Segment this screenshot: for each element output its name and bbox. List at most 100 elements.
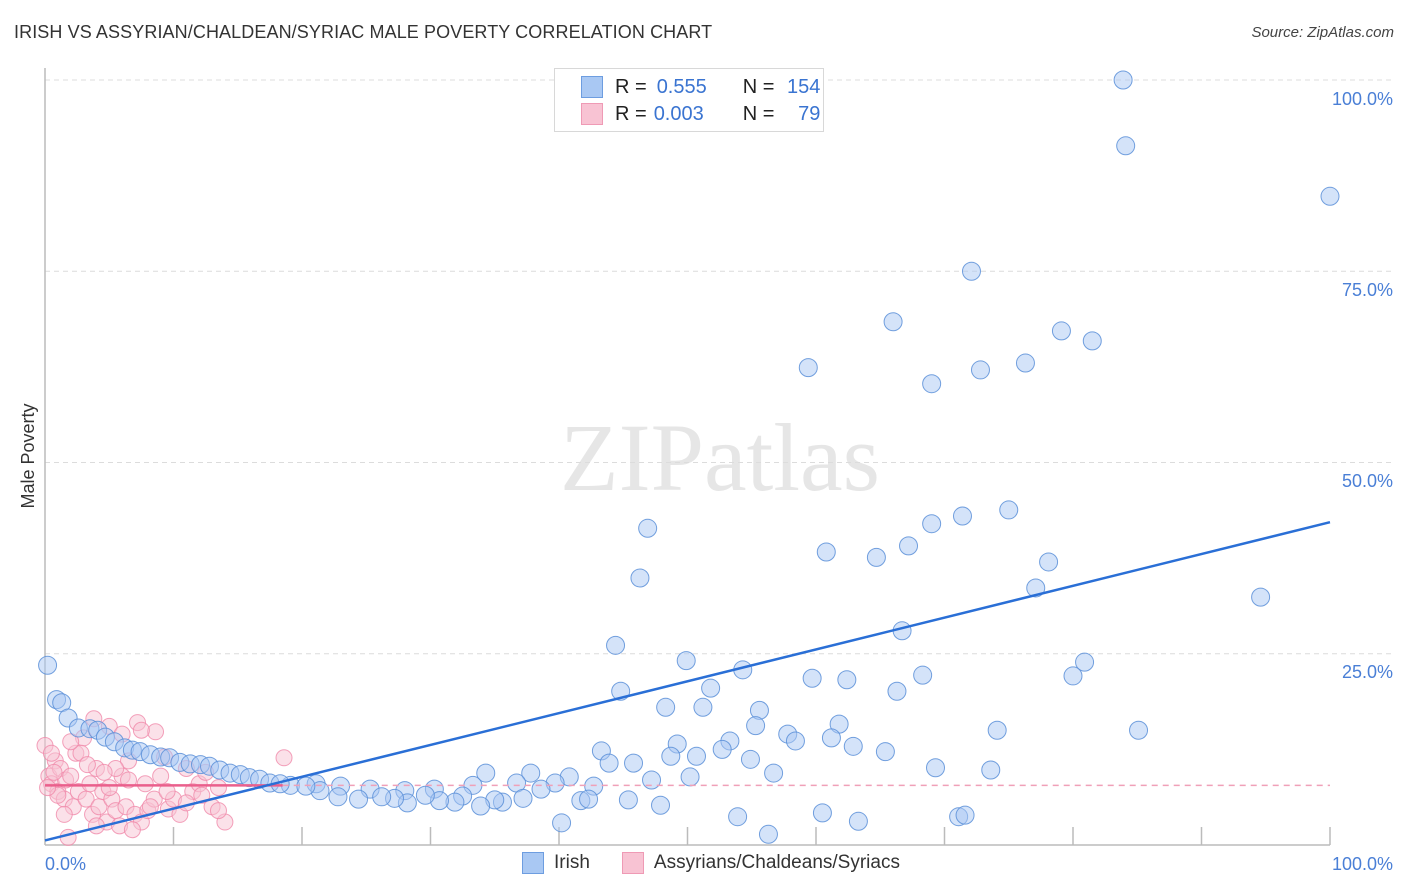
- irish-point: [961, 261, 981, 281]
- n-value: 79: [798, 102, 821, 125]
- y-tick-label-25: 25.0%: [1342, 662, 1393, 682]
- irish-point: [883, 312, 903, 332]
- n-label: N =: [742, 75, 775, 98]
- r-label: R =: [615, 102, 647, 125]
- series-irish-points: [38, 70, 1340, 844]
- irish-point: [981, 760, 1001, 780]
- irish-point: [606, 635, 626, 655]
- assyrian-point: [275, 749, 293, 767]
- irish-point: [1251, 587, 1271, 607]
- irish-point: [843, 736, 863, 756]
- irish-point: [471, 796, 491, 816]
- irish-point: [821, 728, 841, 748]
- assyrian-point: [147, 723, 165, 741]
- irish-point: [656, 697, 676, 717]
- irish-point: [955, 805, 975, 825]
- series-legend: Irish Assyrians/Chaldeans/Syriacs: [522, 852, 900, 874]
- assyrian-point: [100, 779, 118, 797]
- irish-swatch: [522, 852, 544, 874]
- assyrian-point: [55, 805, 73, 823]
- watermark: ZIPatlas: [560, 404, 880, 511]
- assyrian-point: [193, 786, 211, 804]
- assyrian-point: [39, 779, 57, 797]
- irish-point: [1129, 720, 1149, 740]
- irish-point: [328, 787, 348, 807]
- irish-point: [758, 824, 778, 844]
- irish-point: [728, 807, 748, 827]
- irish-point: [802, 668, 822, 688]
- chart-title: IRISH VS ASSYRIAN/CHALDEAN/SYRIAC MALE P…: [14, 22, 713, 42]
- irish-point: [866, 547, 886, 567]
- y-axis-label: Male Poverty: [18, 403, 38, 508]
- irish-point: [476, 763, 496, 783]
- legend-row-irish: R = 0.555 N = 154: [581, 74, 820, 100]
- irish-point: [785, 731, 805, 751]
- irish-point: [599, 753, 619, 773]
- irish-point: [970, 360, 990, 380]
- irish-point: [579, 789, 599, 809]
- y-tick-label-75: 75.0%: [1342, 280, 1393, 300]
- irish-point: [1051, 321, 1071, 341]
- irish-point: [676, 651, 696, 671]
- irish-point: [38, 655, 58, 675]
- x-tick-label-min: 0.0%: [45, 854, 86, 874]
- irish-point: [624, 753, 644, 773]
- irish-trend-line: [44, 520, 1331, 842]
- assyrian-point: [45, 763, 63, 781]
- irish-point: [661, 746, 681, 766]
- irish-point: [1113, 70, 1133, 90]
- trend-lines: [44, 520, 1331, 842]
- irish-point: [1039, 552, 1059, 572]
- irish-point: [1082, 331, 1102, 351]
- assyrian-point: [120, 771, 138, 789]
- irish-point: [349, 789, 369, 809]
- r-value: 0.555: [656, 75, 707, 98]
- irish-point: [999, 500, 1019, 520]
- irish-point: [875, 742, 895, 762]
- irish-point: [816, 542, 836, 562]
- irish-point: [1320, 186, 1340, 206]
- x-tick-label-max: 100.0%: [1332, 854, 1393, 874]
- irish-point: [513, 788, 533, 808]
- correlation-legend: R = 0.555 N = 154 R = 0.003 N = 79: [554, 68, 824, 132]
- assyrian-point: [42, 744, 60, 762]
- irish-point: [1075, 652, 1095, 672]
- irish-point: [521, 763, 541, 783]
- irish-point: [1015, 353, 1035, 373]
- irish-point: [415, 785, 435, 805]
- irish-point: [531, 779, 551, 799]
- y-tick-label-100: 100.0%: [1332, 89, 1393, 109]
- irish-point: [296, 776, 316, 796]
- r-label: R =: [615, 75, 647, 98]
- irish-point: [372, 787, 392, 807]
- irish-point: [1063, 666, 1083, 686]
- assyrian-point: [123, 821, 141, 839]
- irish-point: [848, 811, 868, 831]
- irish-point: [686, 746, 706, 766]
- irish-point: [926, 758, 946, 778]
- irish-point: [693, 697, 713, 717]
- irish-point: [899, 536, 919, 556]
- irish-point: [618, 790, 638, 810]
- assyrian-point: [62, 767, 80, 785]
- irish-point: [887, 681, 907, 701]
- irish-point: [1026, 578, 1046, 598]
- irish-point: [680, 767, 700, 787]
- irish-point: [798, 358, 818, 378]
- irish-swatch: [581, 76, 603, 98]
- irish-point: [913, 665, 933, 685]
- irish-point: [552, 813, 572, 833]
- irish-point: [922, 374, 942, 394]
- irish-point: [642, 770, 662, 790]
- assyrian-swatch: [621, 852, 644, 874]
- irish-point: [651, 795, 671, 815]
- assyrian-point: [81, 775, 99, 793]
- r-value: 0.003: [653, 102, 704, 125]
- irish-point: [952, 506, 972, 526]
- gridlines: [45, 79, 1395, 655]
- y-tick-label-50: 50.0%: [1342, 471, 1393, 491]
- irish-point: [837, 670, 857, 690]
- irish-point: [712, 739, 732, 759]
- assyrian-point: [62, 733, 80, 751]
